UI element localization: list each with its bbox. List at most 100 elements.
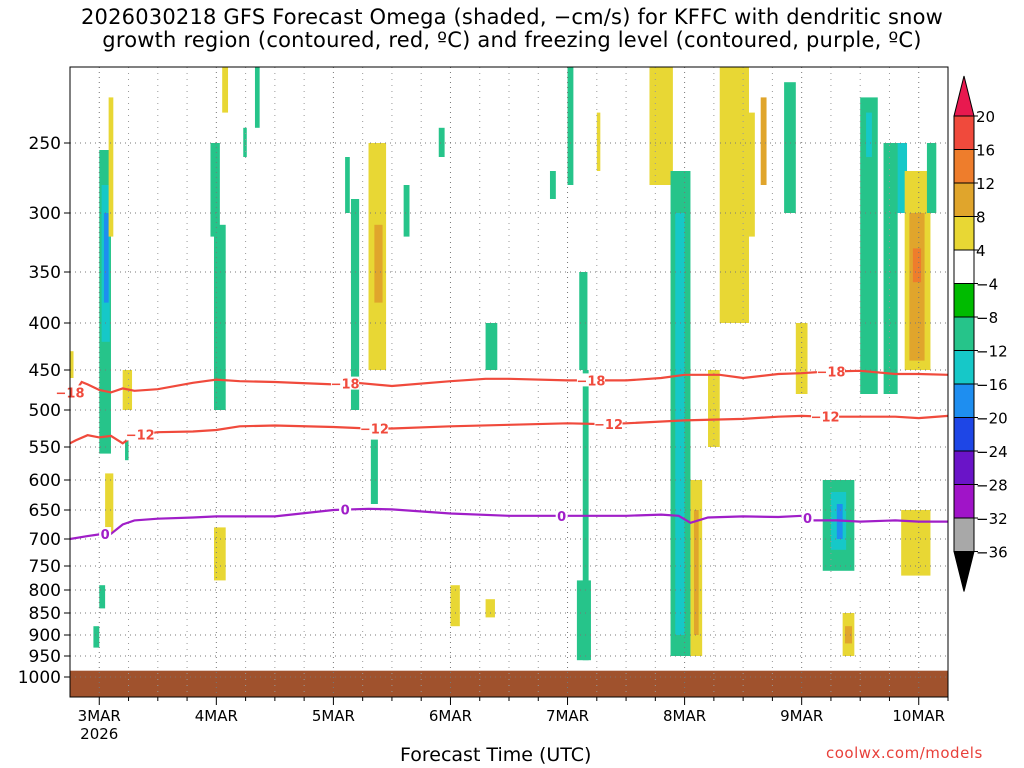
contour-label-bg <box>816 364 845 378</box>
omega-cell-49 <box>866 112 872 157</box>
omega-cell-13 <box>222 67 229 113</box>
y-tick-label-950: 950 <box>29 647 61 667</box>
contour-label--12C-3: −12 <box>811 411 840 426</box>
y-tick-label-650: 650 <box>29 501 61 521</box>
credit-link[interactable]: coolwx.com/models <box>826 744 983 762</box>
x-tick-label-10MAR: 10MAR <box>892 707 945 725</box>
omega-cell-24 <box>485 323 498 370</box>
colorbar-swatch-11 <box>953 450 975 485</box>
chart-title-line-1: 2026030218 GFS Forecast Omega (shaded, −… <box>80 5 944 29</box>
contour-label--12C-1: −12 <box>360 423 389 438</box>
omega-cell-32 <box>649 67 673 185</box>
omega-cell-6 <box>93 626 100 648</box>
x-tick-label-6MAR: 6MAR <box>429 707 472 725</box>
colorbar-label-13: −36 <box>976 544 1008 562</box>
omega-cell-3 <box>105 473 114 534</box>
omega-cell-5 <box>70 351 74 378</box>
contour-label-0C-0: 0 <box>101 528 110 543</box>
colorbar-label-5: −4 <box>976 276 998 294</box>
omega-cell-21 <box>403 185 410 237</box>
omega-cell-39 <box>737 112 755 237</box>
gridlines <box>70 67 949 697</box>
omega-cell-27 <box>567 67 574 185</box>
colorbar-swatch-3 <box>953 182 975 217</box>
contour--12C <box>69 414 949 445</box>
y-tick-label-850: 850 <box>29 604 61 624</box>
contour-label-0C-2: 0 <box>557 510 566 525</box>
terrain-layer <box>70 670 948 697</box>
colorbar-swatch-6 <box>953 283 975 318</box>
colorbar-label-3: 8 <box>976 209 986 227</box>
y-tick-label-600: 600 <box>29 471 61 491</box>
x-tick-label-5MAR: 5MAR <box>312 707 355 725</box>
contour-label--18C-3: −18 <box>816 365 845 380</box>
x-tick-label-4MAR: 4MAR <box>195 707 238 725</box>
terrain-fill <box>70 670 948 697</box>
omega-cell-51 <box>895 143 908 213</box>
contour--18C <box>69 369 949 394</box>
y-tick-label-300: 300 <box>29 204 61 224</box>
y-tick-label-1000: 1000 <box>18 668 61 688</box>
colorbar-swatch-5 <box>953 249 975 284</box>
y-tick-label-350: 350 <box>29 263 61 283</box>
contour-label-bg <box>801 511 814 525</box>
omega-cell-41 <box>784 82 796 213</box>
colorbar-label-11: −28 <box>976 477 1008 495</box>
contour-label-bg <box>339 502 352 516</box>
colorbar-swatch-9 <box>953 383 975 418</box>
omega-cell-10 <box>213 224 226 410</box>
omega-cell-55 <box>912 248 922 283</box>
omega-cell-2 <box>103 213 109 303</box>
colorbar-swatch-4 <box>953 216 975 251</box>
contour-label--18C-2: −18 <box>576 374 605 389</box>
contour-label-bg <box>811 409 840 423</box>
contour-label--12C-2: −12 <box>594 418 623 433</box>
contour-label-bg <box>126 427 155 441</box>
colorbar-swatch-8 <box>953 350 975 385</box>
y-tick-label-550: 550 <box>29 438 61 458</box>
omega-cell-40 <box>760 97 767 185</box>
omega-cell-26 <box>549 171 556 199</box>
omega-cell-54 <box>909 213 925 361</box>
contour-label-bg <box>360 421 389 435</box>
colorbar-swatch-2 <box>953 149 975 184</box>
colorbar-swatch-13 <box>953 517 975 552</box>
colorbar-label-10: −24 <box>976 443 1008 461</box>
omega-cell-22 <box>438 127 445 157</box>
chart-title: 2026030218 GFS Forecast Omega (shaded, −… <box>0 6 1024 52</box>
omega-cell-37 <box>708 370 720 447</box>
colorbar: 20 16 12 8 4 −4 −8 −12 −16 −20 −24 −28 −32 −36 <box>953 75 1008 592</box>
colorbar-swatch-7 <box>953 316 975 351</box>
colorbar-label-9: −20 <box>976 410 1008 428</box>
colorbar-label-0: 20 <box>976 108 995 126</box>
y-axis: 2503003504004505005506006507007508008509… <box>18 134 70 688</box>
omega-cell-25 <box>485 599 495 618</box>
contour-label--12C-0: −12 <box>126 428 155 443</box>
omega-cell-20 <box>345 157 350 213</box>
y-tick-label-500: 500 <box>29 401 61 421</box>
colorbar-label-6: −8 <box>976 309 998 327</box>
contour-0C <box>69 507 948 541</box>
contour-label-bg <box>99 527 112 541</box>
y-tick-label-250: 250 <box>29 134 61 154</box>
colorbar-label-7: −12 <box>976 343 1008 361</box>
x-tick-sublabel: 2026 <box>80 725 118 743</box>
omega-cell-36 <box>693 510 699 635</box>
contour-label-bg <box>555 508 568 522</box>
omega-cell-52 <box>883 143 898 394</box>
contour-label-bg <box>576 373 605 387</box>
colorbar-swatch-10 <box>953 417 975 452</box>
omega-cell-23 <box>450 585 460 627</box>
y-tick-label-900: 900 <box>29 626 61 646</box>
y-tick-label-400: 400 <box>29 314 61 334</box>
colorbar-label-8: −16 <box>976 376 1008 394</box>
x-tick-label-3MAR: 3MAR <box>78 707 121 725</box>
omega-cell-12 <box>213 527 226 581</box>
omega-cell-11 <box>210 143 220 237</box>
colorbar-swatch-1 <box>953 115 975 150</box>
chart-title-line-2: growth region (contoured, red, ºC) and f… <box>102 28 922 52</box>
omega-cell-14 <box>243 127 247 157</box>
